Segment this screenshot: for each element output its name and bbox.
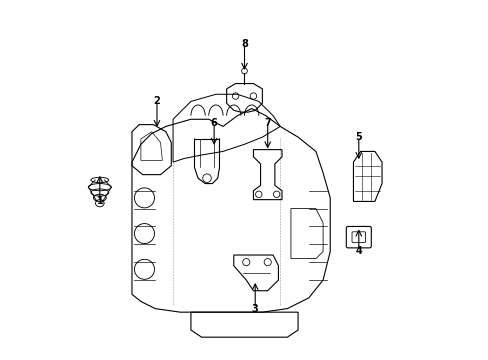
Text: 6: 6 (210, 118, 217, 128)
Text: 5: 5 (355, 132, 362, 142)
Text: 2: 2 (153, 96, 160, 107)
Text: 3: 3 (251, 303, 258, 314)
Text: 7: 7 (264, 118, 270, 128)
Text: 4: 4 (355, 247, 362, 256)
Text: 8: 8 (241, 39, 247, 49)
Text: 1: 1 (96, 197, 103, 206)
